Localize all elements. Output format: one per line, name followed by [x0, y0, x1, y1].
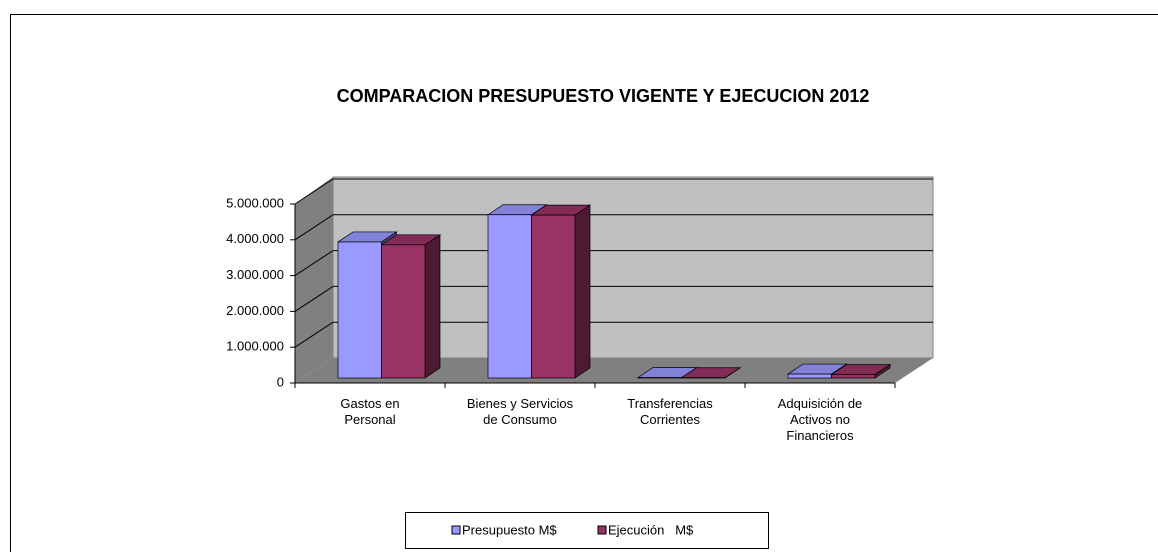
legend-swatch	[451, 525, 461, 535]
grid-line	[294, 321, 334, 348]
grid-line	[294, 214, 334, 241]
bar	[831, 374, 876, 379]
bar	[531, 214, 576, 379]
bar-side	[424, 234, 441, 379]
bar	[487, 214, 532, 379]
floor	[295, 358, 933, 383]
y-tick-label: 1.000.000	[226, 339, 284, 354]
grid-line	[294, 250, 334, 277]
bar-side	[574, 204, 591, 379]
chart-title: COMPARACION PRESUPUESTO VIGENTE Y EJECUC…	[337, 86, 870, 106]
x-tick-label: Gastos en Personal	[340, 396, 400, 427]
y-tick-label: 3.000.000	[226, 267, 284, 282]
y-tick-label: 2.000.000	[226, 303, 284, 318]
y-tick-label: 0	[277, 374, 284, 389]
y-tick-label: 4.000.000	[226, 231, 284, 246]
y-tick-label: 5.000.000	[226, 195, 284, 210]
bar	[337, 241, 382, 379]
legend-box	[405, 512, 769, 549]
x-tick-label: Transferencias Corrientes	[627, 396, 713, 427]
legend-label: Ejecución M$	[608, 522, 694, 537]
side-wall	[295, 177, 333, 383]
bar	[381, 244, 426, 379]
x-tick-label: Adquisición de Activos no Financieros	[777, 396, 863, 443]
bar	[787, 373, 832, 379]
legend-label: Presupuesto M$	[462, 522, 557, 537]
grid-line	[294, 178, 334, 205]
x-tick-label: Bienes y Servicios de Consumo	[466, 396, 574, 427]
grid-line	[294, 285, 334, 312]
legend-swatch	[597, 525, 607, 535]
